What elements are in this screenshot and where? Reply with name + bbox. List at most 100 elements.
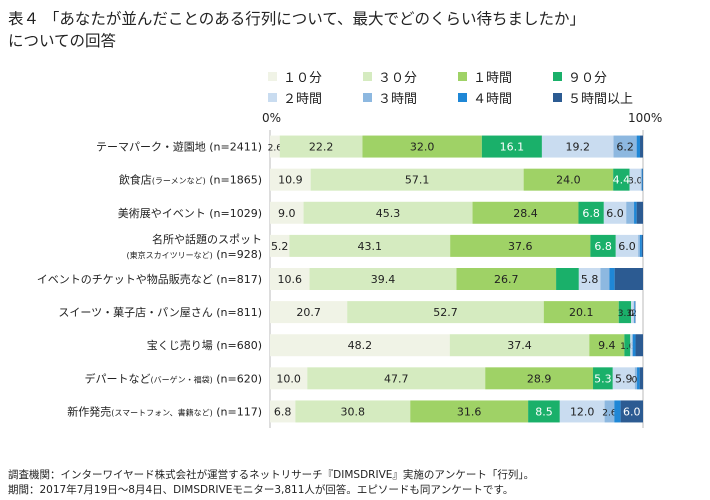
bar-segment [615,234,639,257]
legend-item: ９０分 [553,67,607,86]
legend: １０分 ３０分 １時間 ９０分 ２時間 ３時間 ４時間 ５時間以上 [268,67,708,111]
bar-segment [624,334,631,357]
bar-segment [578,201,604,224]
legend-swatch [553,92,562,102]
bar-segment [270,234,290,257]
data-label: 9.4 [598,339,616,352]
bar-segment [481,135,542,158]
legend-item: ４時間 [458,88,513,107]
bar-segment [636,201,643,224]
legend-swatch [363,71,372,81]
legend-label: １時間 [473,70,513,86]
legend-swatch [363,92,372,102]
bar-segment [559,400,605,423]
data-label: 20.1 [569,306,594,319]
data-label: 10.9 [278,174,303,187]
bar-segment [270,268,310,290]
data-label: 24.0 [556,174,581,187]
bar-segment [613,168,630,191]
category-label: テーマパーク・遊園地 (n=2411) [96,140,262,154]
data-label: 22.2 [309,141,334,154]
data-label: 37.4 [507,339,532,352]
data-label: 5.2 [271,240,289,253]
legend-label: ３０分 [378,70,418,86]
data-label: 6.8 [274,405,292,418]
data-label: 9.0 [278,207,296,220]
bar-segment [634,201,637,224]
legend-label: ４時間 [473,91,513,107]
bar-segment [309,268,457,290]
bar-segment [279,135,363,158]
data-label: 2.6 [602,408,617,418]
data-label: 6.2 [616,141,634,154]
bar-segment [640,168,642,191]
legend-label: ３時間 [378,91,418,107]
bar-segment [631,301,634,324]
bar-segment [629,168,641,191]
chart-title: 表４ 「あなたが並んだことのある行列について、最大でどのくらい待ちましたか」 に… [8,10,586,50]
data-label: 6.8 [594,240,612,253]
bar-segment [638,234,641,257]
data-label: 3.3 [618,309,632,319]
data-label: 30.8 [341,405,366,418]
data-label: 6.0 [618,240,636,253]
bar-segment [604,400,615,423]
bar-segment [270,367,308,390]
data-label: 4.4 [613,174,631,187]
data-label: 28.9 [527,372,552,385]
data-label: 12.0 [570,405,595,418]
bar-segment [450,234,591,257]
data-label: 47.7 [384,372,409,385]
data-label: 39.4 [371,273,396,286]
bar-segment [634,367,638,390]
category-label: 名所や話題のスポット(東京スカイツリーなど) (n=928) [126,232,262,261]
bar-segment [639,367,643,390]
bar-segment [609,268,615,290]
bar-segment [541,135,614,158]
bar-segment [289,234,451,257]
bar-segment [270,201,304,224]
data-label: 3.0 [628,177,643,187]
category-label: 宝くじ売り場 (n=680) [147,338,262,352]
bar-segment [307,367,486,390]
legend-label: ５時間以上 [568,91,634,107]
bar-segment [523,168,614,191]
bar-segment [620,400,643,423]
bar-segment [303,201,473,224]
bar-segment [589,334,625,357]
bar-segment [270,301,348,324]
bar-segment [614,268,643,290]
legend-item: ３時間 [363,88,418,107]
bar-segment [270,400,296,423]
bar-segment [347,301,544,324]
category-label: 美術展やイベント (n=1029) [118,207,262,220]
legend-swatch [268,92,277,102]
data-label: 52.7 [433,306,458,319]
bar-segment [636,135,641,158]
bar-segment [543,301,619,324]
data-label: 8.5 [535,405,553,418]
bar-segment [630,334,632,357]
data-label: 6.0 [623,405,641,418]
bar-segment [641,234,643,257]
data-label: 20.7 [296,306,321,319]
data-label: 16.1 [500,141,525,154]
data-label: 37.6 [508,240,533,253]
bar-segment [472,201,579,224]
bar-segment [618,301,632,324]
legend-item: ５時間以上 [553,88,634,107]
data-label: 0. [632,375,641,385]
category-label: スイーツ・菓子店・パン屋さん (n=811) [58,305,262,319]
data-label: 26.7 [494,273,519,286]
bar-segment [270,168,311,191]
bar-segment [603,201,627,224]
bar-segment [634,301,636,324]
bar-segment [640,135,643,158]
data-label: 32.0 [410,141,435,154]
legend-swatch [458,92,467,102]
axis-label-0: 0% [262,111,282,125]
legend-item: ３０分 [363,67,418,86]
data-label: 2.6 [268,144,283,154]
bar-segment [295,400,411,423]
bar-segment [485,367,594,390]
